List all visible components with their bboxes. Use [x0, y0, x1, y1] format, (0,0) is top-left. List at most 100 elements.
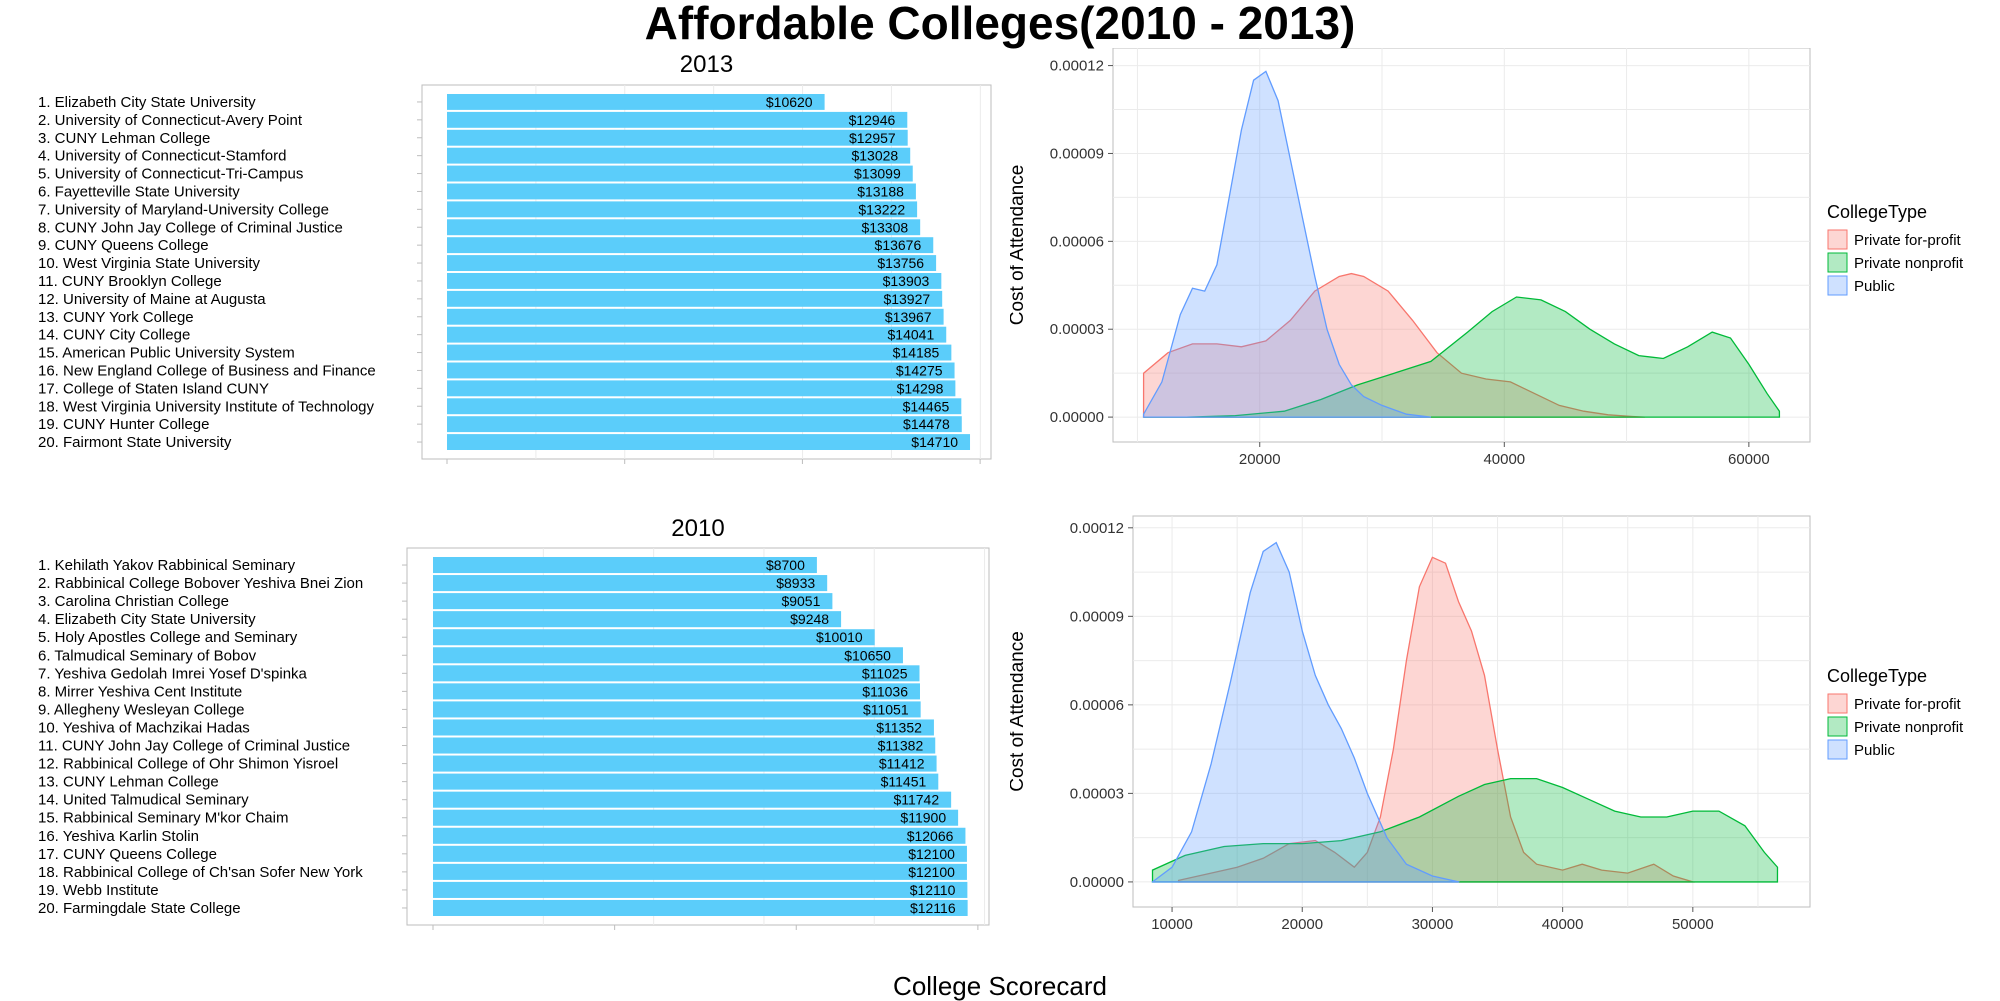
- category-label: 3. CUNY Lehman College: [38, 130, 210, 147]
- category-label: 16. New England College of Business and …: [38, 362, 376, 379]
- panel-title: 2013: [680, 51, 733, 78]
- figure-title: Affordable Colleges(2010 - 2013): [644, 0, 1356, 49]
- category-label: 9. Allegheny Wesleyan College: [38, 701, 245, 718]
- bar: [447, 398, 962, 415]
- bar: [433, 809, 959, 826]
- bar: [447, 165, 913, 182]
- category-label: 5. Holy Apostles College and Seminary: [38, 629, 298, 646]
- figure-caption: College Scorecard: [893, 971, 1107, 1001]
- density-area: [1151, 777, 1779, 883]
- bar-value-label: $12100: [908, 864, 955, 880]
- category-label: 1. Elizabeth City State University: [38, 94, 256, 111]
- legend-label: Public: [1854, 278, 1895, 295]
- bar: [447, 94, 825, 110]
- category-label: 6. Talmudical Seminary of Bobov: [38, 647, 257, 664]
- bar: [447, 183, 916, 200]
- bar-value-label: $13028: [851, 148, 898, 164]
- bar: [447, 308, 944, 325]
- bar-value-label: $14298: [897, 380, 944, 396]
- category-label: 15. American Public University System: [38, 345, 295, 362]
- category-label: 11. CUNY Brooklyn College: [38, 273, 222, 290]
- bar-value-label: $11051: [863, 701, 909, 717]
- bar: [433, 791, 952, 808]
- bar: [447, 290, 943, 307]
- bar: [447, 380, 956, 397]
- bar: [447, 147, 911, 164]
- category-label: 11. CUNY John Jay College of Criminal Ju…: [38, 738, 350, 755]
- legend-swatch: [1827, 252, 1848, 273]
- x-tick-label: 60000: [1728, 451, 1770, 468]
- y-tick-label: 0.00009: [1050, 145, 1104, 162]
- category-label: 19. Webb Institute: [38, 882, 159, 899]
- plot-background: [1132, 515, 1811, 908]
- category-label: 7. University of Maryland-University Col…: [38, 201, 329, 218]
- bar-value-label: $13099: [854, 166, 901, 182]
- bar: [433, 863, 967, 880]
- category-label: 2. Rabbinical College Bobover Yeshiva Bn…: [38, 575, 363, 592]
- y-tick-label: 0.00009: [1070, 608, 1124, 625]
- bar-value-label: $12946: [849, 112, 896, 128]
- bar-chart-2010: 2010 $8700 1. Kehilath Yakov Rabbinical Se…: [0, 512, 1010, 942]
- bar: [433, 665, 920, 682]
- bar: [447, 362, 955, 379]
- category-label: 5. University of Connecticut-Tri-Campus: [38, 166, 303, 183]
- bar-value-label: $9248: [790, 611, 829, 627]
- bar: [433, 575, 828, 592]
- y-tick-label: 0.00000: [1070, 874, 1124, 891]
- bar-value-label: $11382: [878, 738, 924, 754]
- bar-value-label: $11036: [862, 683, 908, 699]
- bar: [447, 416, 962, 433]
- category-label: 14. CUNY City College: [38, 327, 190, 344]
- x-tick-label: 40000: [1483, 451, 1525, 468]
- density-chart-2013: 20000 40000 60000 0.00000 0.00003 0.00006 0.00…: [1007, 47, 2000, 478]
- density-chart-2010-svg: 10000 20000 30000 40000 50000 0.00000 0.00003 0…: [1007, 515, 1964, 933]
- category-label: 13. CUNY York College: [38, 309, 194, 326]
- legend-title: CollegeType: [1827, 202, 1927, 222]
- x-tick-label: 10000: [1151, 916, 1193, 933]
- legend-label: Private for-profit: [1854, 232, 1962, 249]
- bar-value-label: $11025: [862, 665, 908, 681]
- legend-label: Private nonprofit: [1854, 719, 1964, 736]
- category-label: 20. Farmingdale State College: [38, 900, 241, 917]
- bar-value-label: $13903: [883, 273, 930, 289]
- bar-value-label: $13676: [875, 237, 922, 253]
- category-label: 9. CUNY Queens College: [38, 237, 209, 254]
- category-label: 8. CUNY John Jay College of Criminal Jus…: [38, 219, 343, 236]
- y-tick-label: 0.00006: [1050, 233, 1104, 250]
- bar: [447, 219, 921, 236]
- bar-value-label: $10010: [816, 629, 863, 645]
- bar-value-label: $14465: [903, 398, 950, 414]
- x-tick-label: 20000: [1281, 916, 1323, 933]
- bar: [433, 845, 967, 862]
- category-label: 12. Rabbinical College of Ohr Shimon Yis…: [38, 756, 338, 773]
- bar-chart-2013: 2013 $10620 1. Elizabeth City State Univer…: [0, 48, 1010, 478]
- bar: [433, 755, 937, 772]
- bar-value-label: $14041: [888, 327, 935, 343]
- density-area: [1143, 296, 1781, 418]
- bar: [447, 201, 918, 218]
- bar: [433, 773, 939, 790]
- bar-value-label: $14710: [911, 434, 958, 450]
- category-label: 14. United Talmudical Seminary: [38, 792, 249, 809]
- bar-value-label: $14478: [903, 416, 950, 432]
- bar-value-label: $8700: [766, 557, 805, 573]
- bar: [433, 899, 968, 916]
- legend-swatch: [1827, 229, 1848, 250]
- x-tick-label: 30000: [1412, 916, 1454, 933]
- bar-value-label: $9051: [781, 593, 820, 609]
- legend-label: Public: [1854, 742, 1895, 759]
- bar-value-label: $13927: [883, 291, 930, 307]
- bar-value-label: $12110: [910, 882, 956, 898]
- bar: [447, 255, 937, 271]
- x-tick-label: 50000: [1672, 916, 1714, 933]
- bar: [447, 237, 934, 254]
- category-label: 6. Fayetteville State University: [38, 183, 240, 200]
- bar: [433, 881, 968, 898]
- bar-value-label: $10650: [844, 647, 891, 663]
- bar: [447, 434, 971, 450]
- bar: [447, 273, 942, 289]
- category-label: 12. University of Maine at Augusta: [38, 291, 266, 308]
- bar: [433, 557, 817, 574]
- category-label: 3. Carolina Christian College: [38, 593, 229, 610]
- category-label: 17. CUNY Queens College: [38, 846, 217, 863]
